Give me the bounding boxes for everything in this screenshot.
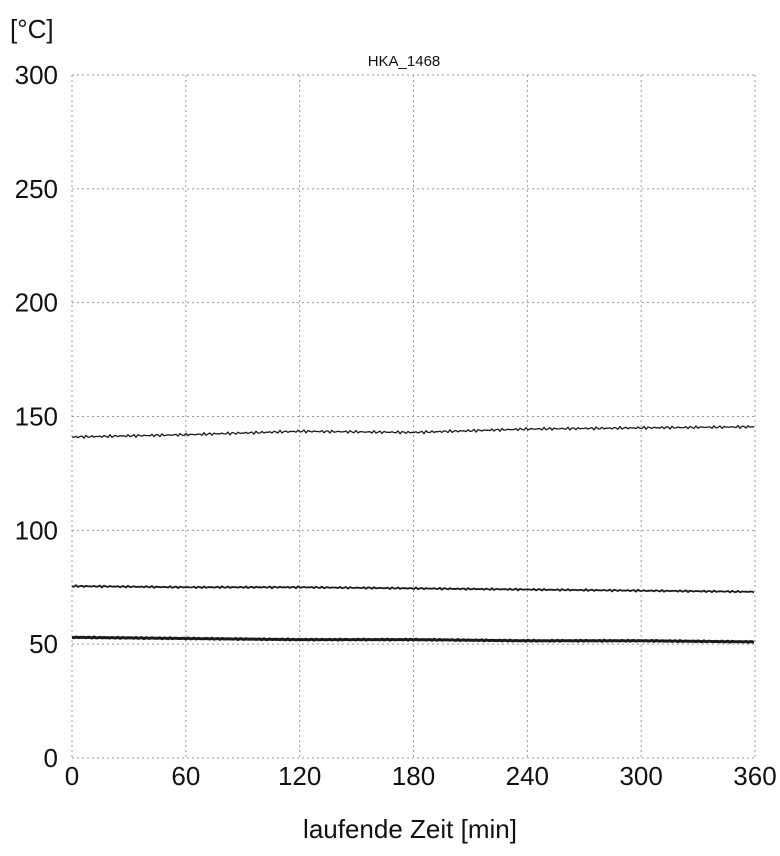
y-tick-label-6: 300	[15, 60, 58, 90]
grid-lines	[71, 74, 756, 759]
x-axis-label: laufende Zeit [min]	[303, 814, 517, 844]
y-tick-labels: 0 50 100 150 200 250 300	[15, 60, 58, 773]
y-tick-label-1: 50	[29, 629, 58, 659]
y-tick-label-5: 250	[15, 174, 58, 204]
x-tick-label-0: 0	[65, 761, 79, 791]
y-tick-label-4: 200	[15, 288, 58, 318]
y-tick-label-0: 0	[44, 743, 58, 773]
y-tick-label-2: 100	[15, 515, 58, 545]
series-line-1	[71, 584, 755, 594]
y-unit-label: [°C]	[10, 14, 54, 44]
x-tick-label-5: 300	[619, 761, 662, 791]
x-tick-labels: 0 60 120 180 240 300 360	[65, 761, 777, 791]
series-line-2	[71, 635, 755, 644]
chart-title: HKA_1468	[368, 53, 441, 70]
series-lines	[71, 424, 755, 644]
x-tick-label-1: 60	[171, 761, 200, 791]
y-tick-label-3: 150	[15, 402, 58, 432]
x-tick-label-4: 240	[506, 761, 549, 791]
x-tick-label-6: 360	[733, 761, 776, 791]
x-tick-label-3: 180	[392, 761, 435, 791]
x-tick-label-2: 120	[278, 761, 321, 791]
series-line-0	[71, 424, 754, 439]
